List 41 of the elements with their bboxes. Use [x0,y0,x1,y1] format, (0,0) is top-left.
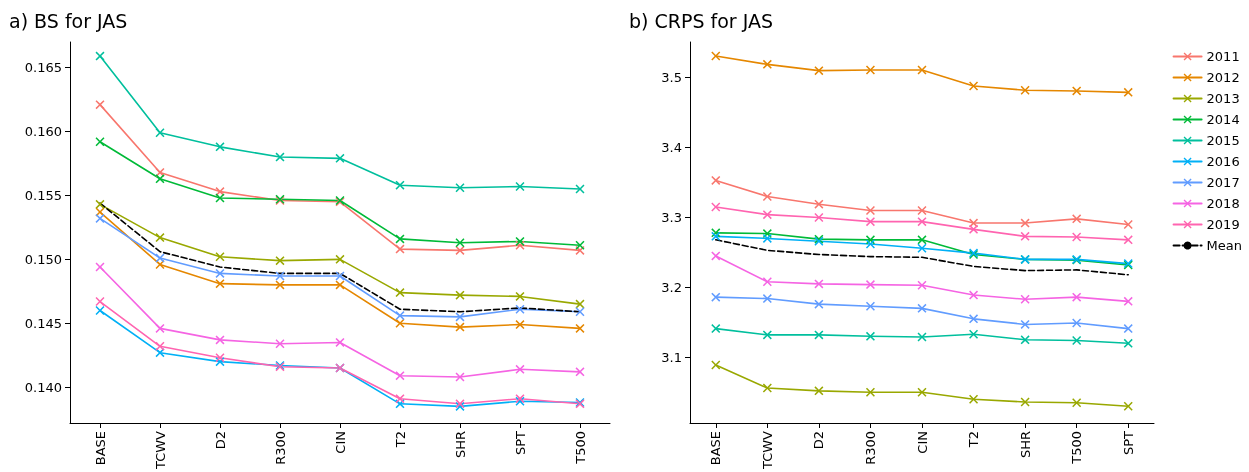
y-tick-label: 3.1 [661,349,682,365]
legend-label: Mean [1206,238,1242,253]
x-tick-label: D2 [212,431,228,450]
chart-title: a) BS for JAS [9,9,128,32]
y-tick-label: 3.2 [661,279,682,295]
legend-label: 2015 [1206,133,1240,148]
x-tick-label: CIN [332,431,348,454]
x-tick-label: SPT [512,430,528,456]
x-tick-label: D2 [811,431,827,450]
legend-label: 2018 [1206,196,1240,211]
legend-label: 2017 [1206,175,1240,190]
x-tick-label: SHR [452,431,468,459]
x-tick-label: SPT [1120,430,1136,456]
x-tick-label: T2 [392,431,408,449]
y-tick-label: 0.160 [24,124,62,139]
x-tick-label: SHR [1017,431,1033,459]
x-tick-label: R300 [862,431,878,465]
x-tick-label: CIN [914,431,930,454]
y-tick-label: 0.155 [24,187,62,203]
x-tick-label: T500 [572,431,588,465]
x-tick-label: T2 [966,431,982,449]
legend-label: 2019 [1206,217,1240,232]
legend-label: 2016 [1206,154,1240,169]
y-tick-label: 3.4 [661,140,682,156]
chart-title: b) CRPS for JAS [629,9,774,32]
x-tick-label: TCWV [152,430,168,471]
legend-label: 2014 [1206,112,1240,127]
legend-label: 2011 [1206,49,1240,64]
y-tick-label: 3.3 [661,209,682,225]
x-tick-label: T500 [1069,431,1085,465]
legend-label: 2012 [1206,70,1240,85]
y-tick-label: 0.140 [24,379,62,395]
y-tick-label: 0.145 [24,315,62,331]
y-tick-label: 0.150 [24,251,62,267]
y-tick-label: 3.5 [661,70,682,86]
legend-label: 2013 [1206,91,1240,106]
x-tick-label: TCWV [759,430,775,471]
x-tick-label: BASE [708,431,724,466]
x-tick-label: BASE [92,431,108,466]
y-tick-label: 0.165 [24,60,62,76]
x-tick-label: R300 [272,431,288,465]
